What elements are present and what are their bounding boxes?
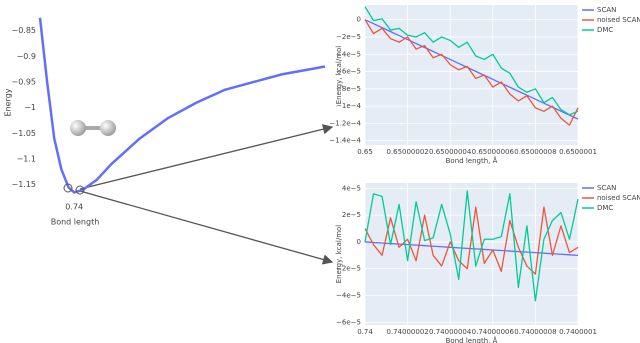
data-line xyxy=(38,17,326,194)
plot-background xyxy=(365,183,578,325)
x-tick-label: 0.74000004 xyxy=(429,328,472,336)
y-tick-label: 4e−5 xyxy=(342,184,361,192)
legend-label: noised SCAN xyxy=(597,194,640,202)
y-tick-label: −0.9 xyxy=(17,52,36,61)
x-tick-label: 0.65000002 xyxy=(386,148,428,156)
charts: −0.85 −0.9 −0.95 −1 −1.05 −1.1 −1.15 0.74 Bond l… xyxy=(4,5,640,343)
y-tick-label: −4e−5 xyxy=(336,292,361,300)
data-line xyxy=(364,6,579,116)
y-tick-label: −1 xyxy=(24,103,36,112)
data-line xyxy=(364,190,579,302)
legend-label: SCAN xyxy=(597,6,616,14)
y-tick-label: −8e−5 xyxy=(336,85,361,93)
x-tick-label: 0.65 xyxy=(357,148,373,156)
molecule-icon xyxy=(70,120,116,136)
x-axis-label: Bond length xyxy=(51,218,100,227)
y-axis-label: Energy xyxy=(4,88,13,116)
data-line xyxy=(364,19,579,126)
legend-label: DMC xyxy=(597,204,613,212)
y-tick-label: −4e−5 xyxy=(336,50,361,58)
x-tick-label: 0.65000006 xyxy=(472,148,515,156)
x-tick-label: 0.74 xyxy=(357,328,373,336)
x-tick-label: 0.74000002 xyxy=(386,328,428,336)
y-tick-label: −1e−4 xyxy=(336,102,361,110)
y-tick-label: −1.15 xyxy=(11,180,36,189)
y-tick-label: 0 xyxy=(357,238,361,246)
y-axis-label: Energy, kcal/mol xyxy=(335,46,343,105)
x-tick-label: 0.7400001 xyxy=(559,328,597,336)
y-tick-label: −2e−5 xyxy=(336,33,361,41)
y-tick-label: −1.05 xyxy=(11,129,36,138)
x-tick-label: 0.74 xyxy=(65,203,83,212)
y-tick-label: −6e−5 xyxy=(336,68,361,76)
x-axis-label: Bond length, Å xyxy=(446,156,498,165)
data-line xyxy=(364,19,579,120)
y-tick-label: −0.95 xyxy=(11,77,36,86)
y-tick-label: −1.1 xyxy=(17,155,36,164)
data-line xyxy=(364,206,579,275)
y-tick-label: −1.4e−4 xyxy=(329,137,361,145)
y-tick-label: 2e−5 xyxy=(342,211,361,219)
x-tick-label: 0.74000008 xyxy=(514,328,556,336)
legend-label: SCAN xyxy=(597,184,616,192)
legend-label: DMC xyxy=(597,26,613,34)
x-tick-label: 0.65000008 xyxy=(514,148,556,156)
highlight-circle xyxy=(63,183,73,193)
legend-label: noised SCAN xyxy=(597,16,640,24)
y-tick-label: −6e−5 xyxy=(336,318,361,326)
highlight-circle xyxy=(75,185,85,195)
arrow xyxy=(79,124,334,190)
y-axis-label: Energy, kcal/mol xyxy=(335,225,343,284)
x-tick-label: 0.6500001 xyxy=(559,148,597,156)
arrow xyxy=(79,190,334,265)
plot-background xyxy=(365,5,578,145)
y-tick-label: −0.85 xyxy=(11,26,36,35)
x-tick-label: 0.74000006 xyxy=(472,328,515,336)
x-axis-label: Bond length, Å xyxy=(446,336,498,343)
y-tick-label: 0 xyxy=(357,16,361,24)
x-tick-label: 0.65000004 xyxy=(429,148,472,156)
y-tick-label: −2e−5 xyxy=(336,265,361,273)
y-tick-label: −1.2e−4 xyxy=(329,119,361,127)
